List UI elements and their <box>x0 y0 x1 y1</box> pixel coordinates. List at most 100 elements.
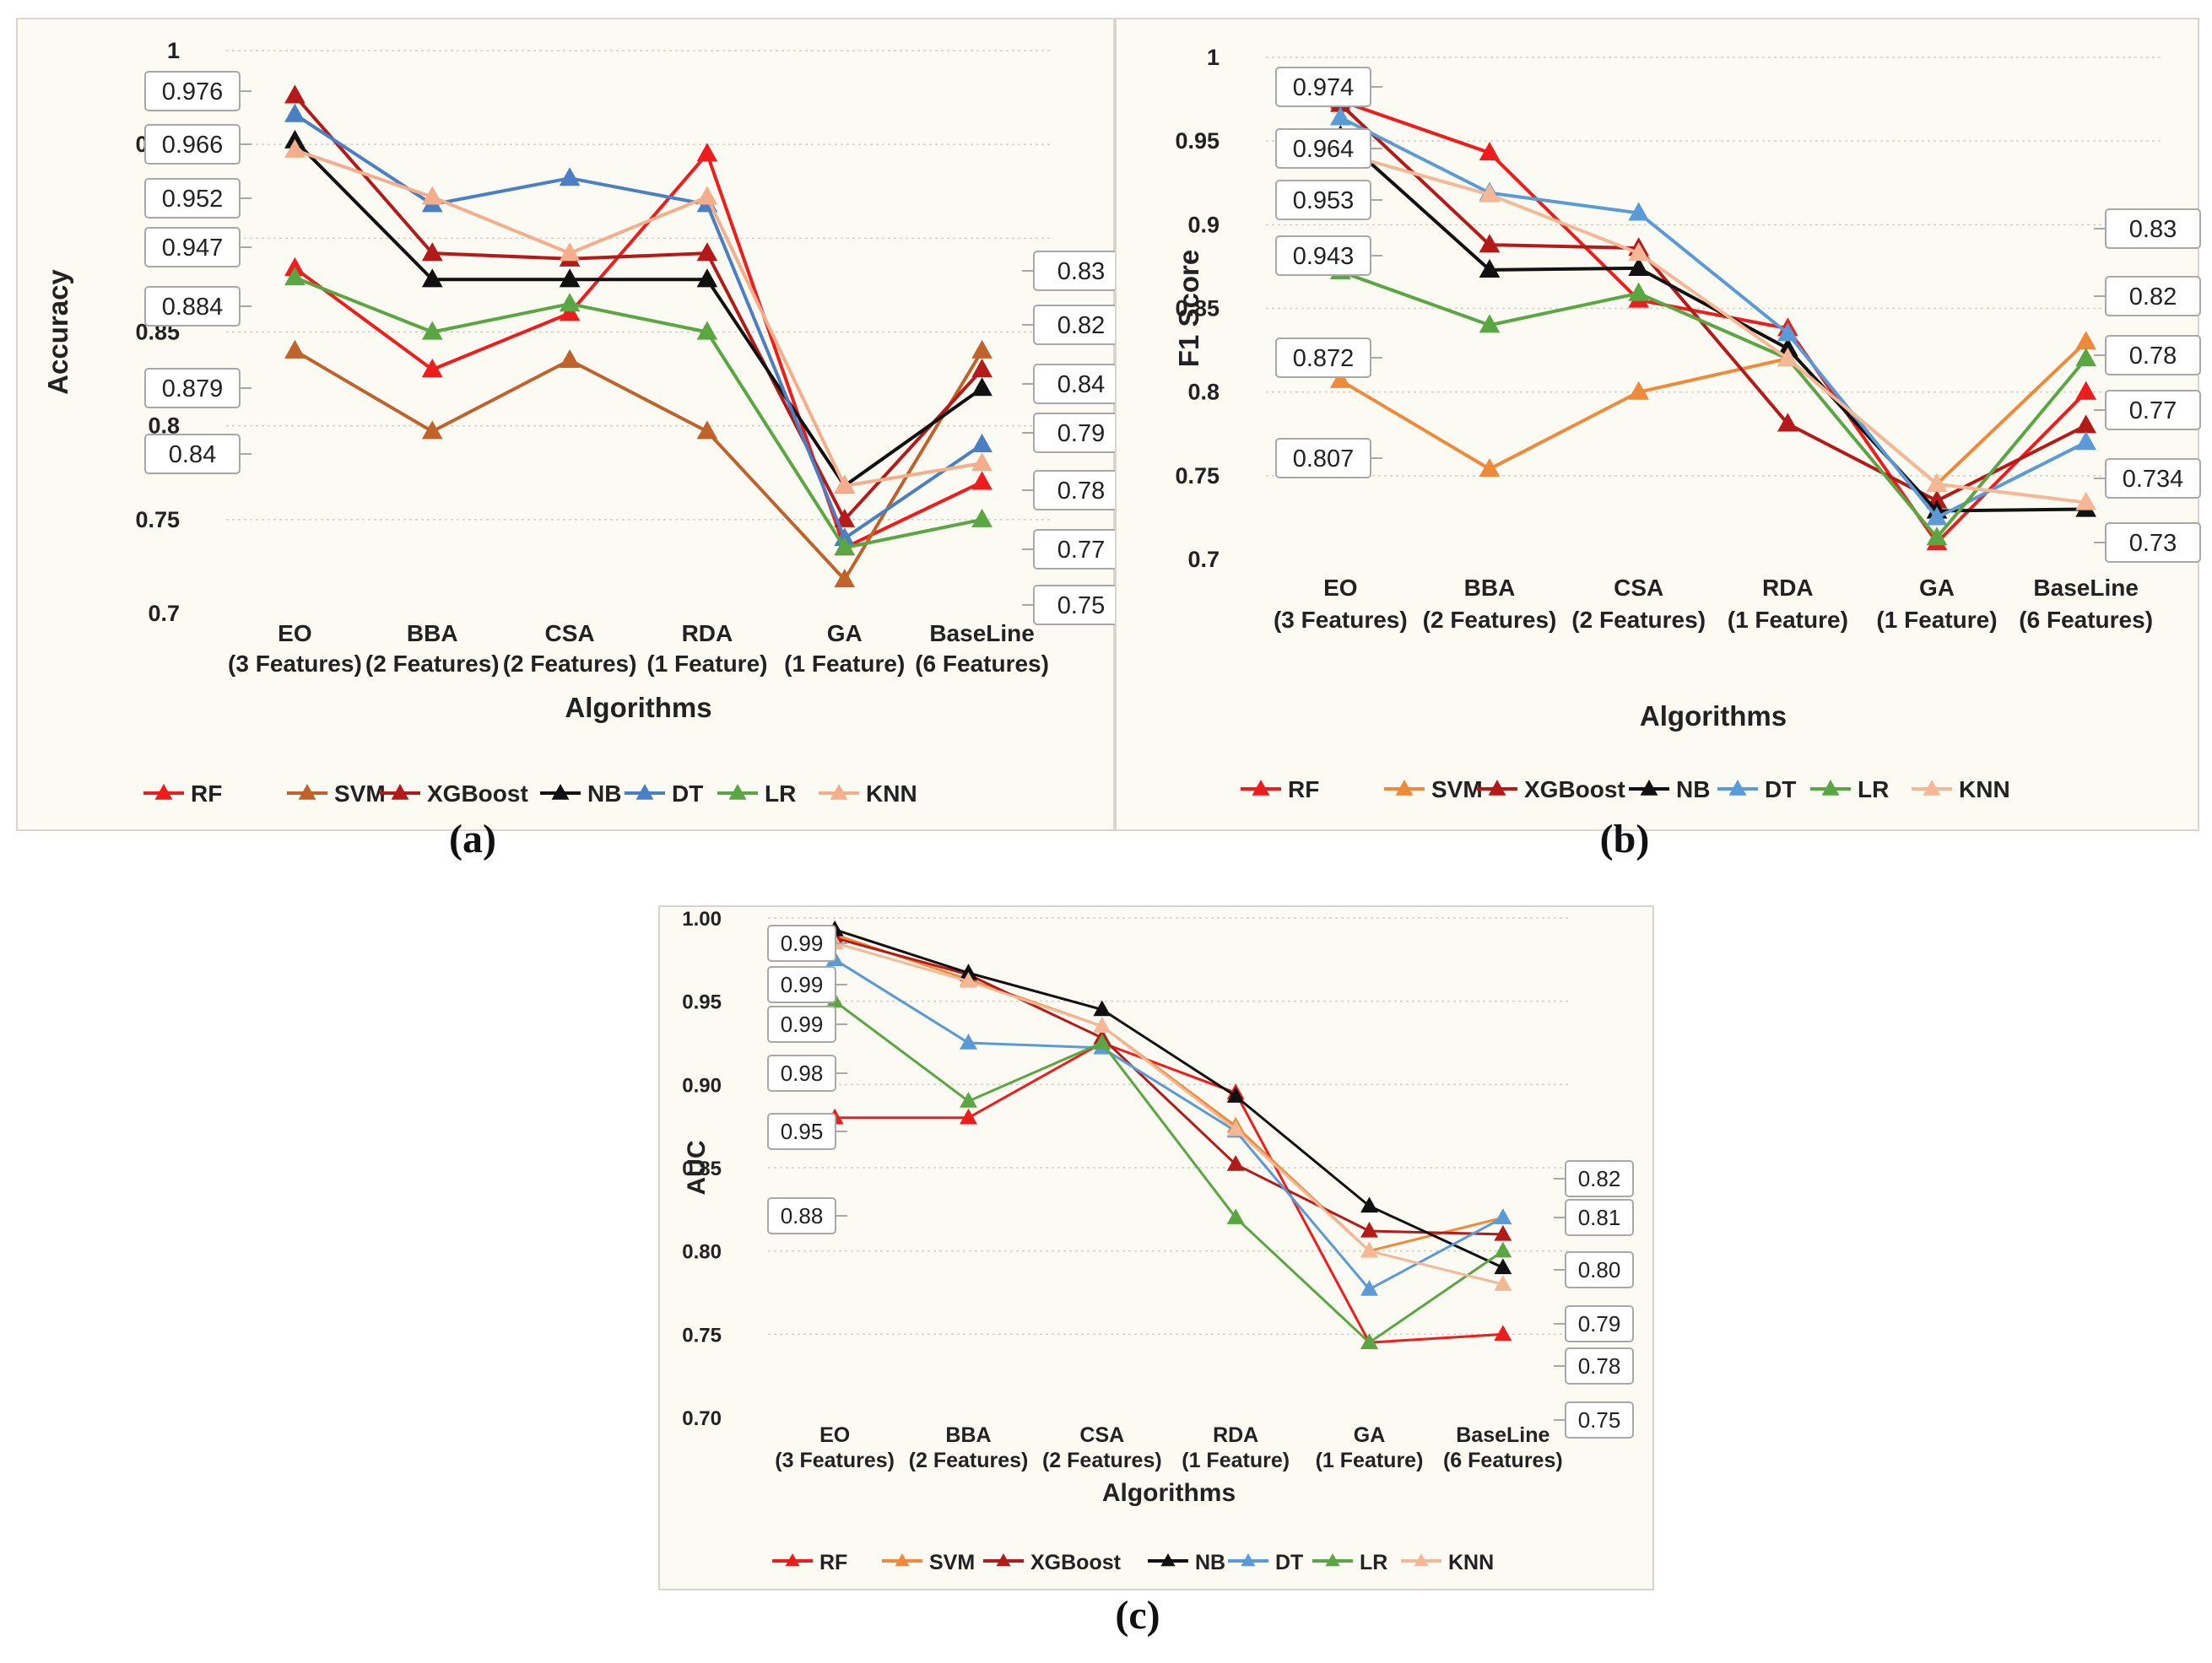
x-tick-sublabel: (1 Feature) <box>1316 1449 1424 1472</box>
x-tick-label: GA <box>1919 575 1955 601</box>
x-tick-label: RDA <box>682 620 733 646</box>
annotation-label: 0.976 <box>162 78 224 105</box>
x-tick-label: RDA <box>1762 575 1814 601</box>
legend-marker <box>728 784 747 800</box>
legend-label: RF <box>191 780 222 807</box>
data-point-lr <box>559 293 581 312</box>
data-point-dt <box>1926 506 1948 526</box>
data-point-dt <box>960 1034 977 1050</box>
data-point-lr <box>834 537 856 556</box>
series-line-dt <box>1339 116 2087 520</box>
data-point-nb <box>1628 256 1650 276</box>
x-axis-title: Algorithms <box>1640 700 1787 732</box>
annotation-box <box>144 124 241 165</box>
data-point-xgboost <box>971 358 992 378</box>
data-point-dt <box>1494 1208 1512 1224</box>
y-tick-label: 0.85 <box>682 1158 722 1180</box>
data-point-svm <box>971 339 992 359</box>
series-line-lr <box>294 276 982 550</box>
data-point-nb <box>1226 1087 1245 1103</box>
data-point-svm <box>421 420 443 440</box>
x-tick-label: EO <box>1323 575 1357 601</box>
annotation-label: 0.807 <box>1293 445 1355 472</box>
data-point-nb <box>1777 337 1798 357</box>
annotation-label: 0.83 <box>1057 258 1105 285</box>
data-point-xgboost <box>421 242 443 262</box>
legend-label: DT <box>1275 1551 1303 1574</box>
legend-label: XGBoost <box>427 780 528 807</box>
legend-label: KNN <box>866 780 917 807</box>
y-tick-label: 0.80 <box>682 1241 722 1264</box>
y-tick-label: 0.95 <box>1175 128 1220 154</box>
x-tick-label: BaseLine <box>2033 575 2139 601</box>
series-line-nb <box>1339 134 2086 513</box>
annotation-label: 0.75 <box>1578 1407 1621 1433</box>
legend-marker <box>785 1553 800 1567</box>
legend-marker <box>830 784 848 800</box>
legend-marker <box>1252 780 1270 796</box>
x-tick-label: CSA <box>545 620 595 646</box>
annotation-box <box>1565 1251 1634 1288</box>
data-point-lr <box>1093 1034 1111 1050</box>
data-point-xgboost <box>1226 1155 1245 1171</box>
data-point-svm <box>284 339 306 359</box>
data-point-knn <box>696 186 718 205</box>
data-point-lr <box>1479 314 1501 333</box>
annotation-box <box>144 368 241 408</box>
legend-label: SVM <box>334 780 386 807</box>
x-tick-label: RDA <box>1213 1423 1258 1447</box>
x-tick-label: GA <box>1354 1423 1386 1447</box>
x-tick-sublabel: (3 Features) <box>228 651 362 677</box>
annotation-box <box>144 286 241 327</box>
annotation-label: 0.966 <box>162 132 224 159</box>
data-point-rf <box>960 1108 977 1125</box>
annotation-box <box>1565 1401 1634 1439</box>
annotation-label: 0.84 <box>169 441 216 468</box>
data-point-svm <box>834 568 856 588</box>
legend-label: LR <box>1360 1551 1387 1574</box>
series-line-knn <box>834 942 1504 1286</box>
x-tick-sublabel: (6 Features) <box>915 651 1049 677</box>
x-tick-label: CSA <box>1614 575 1663 601</box>
x-tick-label: BBA <box>407 620 458 646</box>
legend-label: NB <box>1195 1551 1225 1574</box>
x-tick-sublabel: (2 Features) <box>909 1449 1029 1472</box>
annotation-box <box>1275 180 1371 220</box>
data-point-rf <box>284 256 306 277</box>
data-point-svm <box>1479 457 1501 477</box>
data-point-knn <box>1226 1120 1245 1137</box>
legend-label: LR <box>1858 776 1889 802</box>
annotation-label: 0.947 <box>162 235 224 262</box>
y-tick-label: 0.85 <box>1175 296 1220 321</box>
y-tick-label: 0.7 <box>148 601 180 626</box>
x-tick-label: EO <box>278 620 311 646</box>
annotation-label: 0.83 <box>2129 216 2177 243</box>
series-line-knn <box>294 148 982 488</box>
annotation-label: 0.82 <box>2129 283 2177 310</box>
data-point-knn <box>421 186 443 205</box>
legend-label: RF <box>819 1551 847 1574</box>
x-tick-sublabel: (2 Features) <box>503 651 637 677</box>
legend-label: SVM <box>929 1551 975 1574</box>
annotation-label: 0.80 <box>1578 1257 1621 1282</box>
series-line-xgboost <box>834 937 1503 1236</box>
x-tick-label: BaseLine <box>1456 1423 1549 1447</box>
annotation-label: 0.879 <box>162 375 224 402</box>
data-point-lr <box>960 1092 977 1108</box>
data-point-nb <box>971 377 992 397</box>
x-tick-label: EO <box>819 1423 850 1447</box>
series-line-nb <box>834 928 1504 1269</box>
annotation-label: 0.953 <box>1293 187 1355 214</box>
annotation-label: 0.95 <box>781 1119 824 1144</box>
annotation-label: 0.79 <box>1578 1311 1621 1336</box>
annotation-label: 0.78 <box>1578 1353 1621 1379</box>
series-line-lr <box>834 1000 1504 1344</box>
data-point-xgboost <box>696 242 718 262</box>
x-tick-sublabel: (1 Feature) <box>1182 1449 1290 1472</box>
data-point-lr <box>1628 282 1650 301</box>
annotation-box <box>1275 438 1371 478</box>
annotation-box <box>1275 128 1371 169</box>
data-point-dt <box>559 167 581 186</box>
